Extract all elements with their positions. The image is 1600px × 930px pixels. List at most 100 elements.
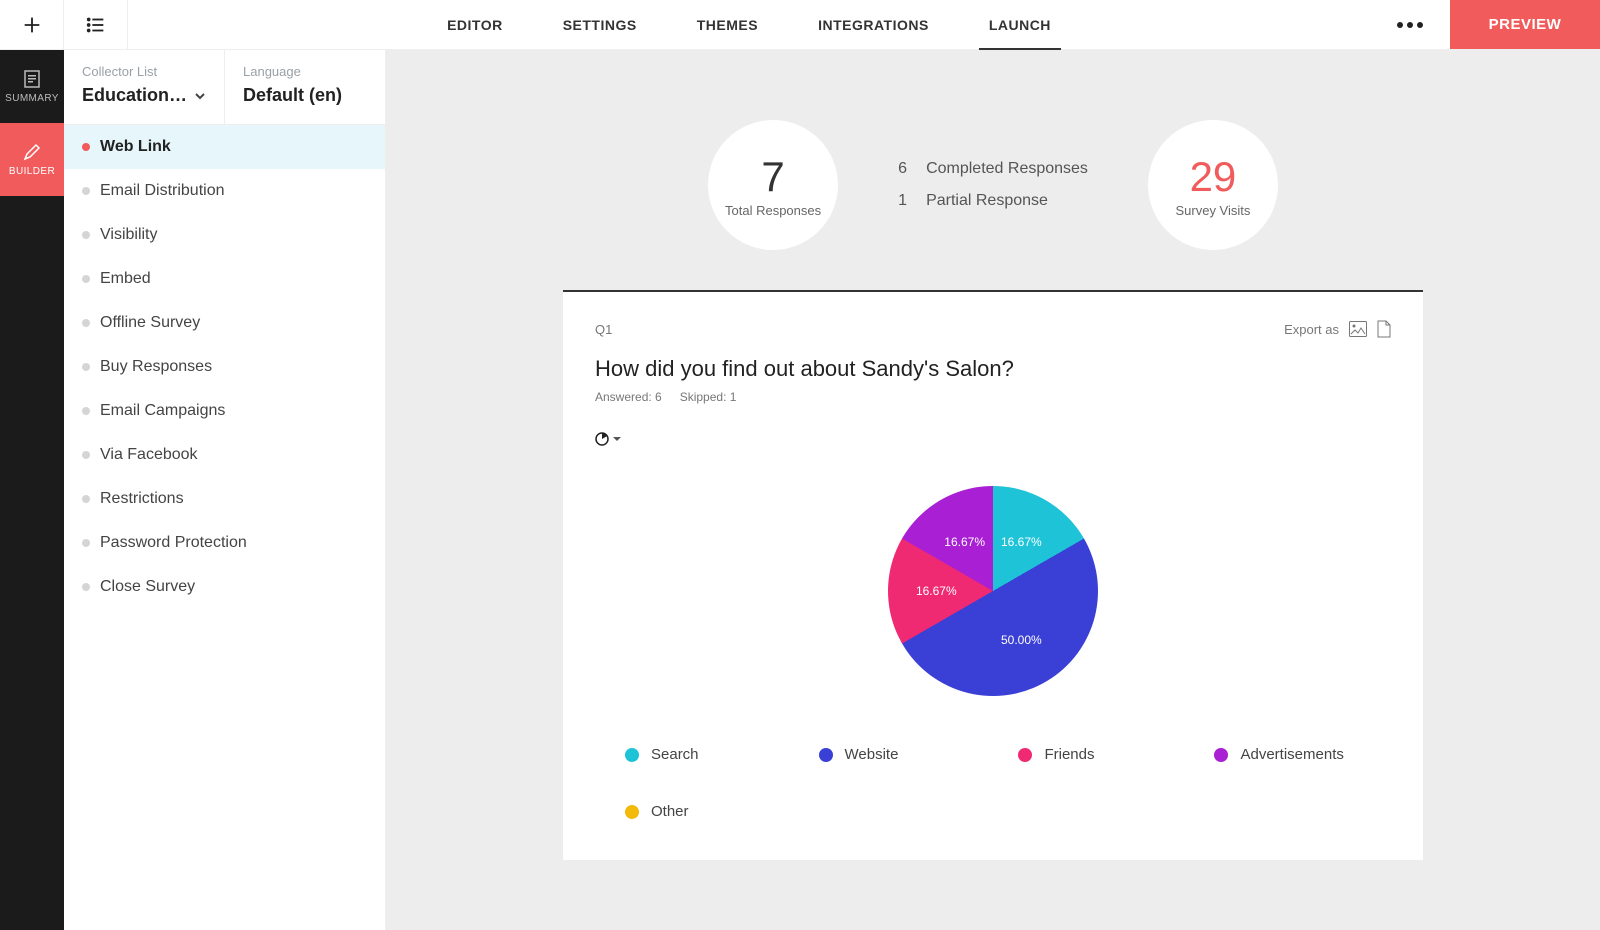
caret-down-icon — [613, 435, 621, 443]
pie-slice-label: 16.67% — [916, 584, 957, 598]
legend-item-other[interactable]: Other — [625, 803, 689, 820]
more-button[interactable] — [1370, 0, 1450, 49]
question-title: How did you find out about Sandy's Salon… — [595, 356, 1391, 382]
collector-selector[interactable]: Collector List Educational … — [64, 50, 224, 124]
preview-button[interactable]: PREVIEW — [1450, 0, 1600, 49]
document-icon — [22, 69, 42, 89]
status-dot — [82, 275, 90, 283]
sidebar-item-web-link[interactable]: Web Link — [64, 125, 385, 169]
tab-launch[interactable]: LAUNCH — [989, 0, 1051, 49]
sidebar-item-email-campaigns[interactable]: Email Campaigns — [64, 389, 385, 433]
status-dot — [82, 231, 90, 239]
legend-item-search[interactable]: Search — [625, 746, 699, 763]
status-dot — [82, 495, 90, 503]
legend-item-friends[interactable]: Friends — [1018, 746, 1094, 763]
side-list: Web Link Email Distribution Visibility Embe… — [64, 125, 385, 609]
top-nav: EDITOR SETTINGS THEMES INTEGRATIONS LAUNCH — [128, 0, 1370, 49]
tab-editor[interactable]: EDITOR — [447, 0, 503, 49]
pie-slice-label: 16.67% — [944, 535, 985, 549]
sidebar-item-label: Web Link — [100, 138, 171, 156]
total-responses-label: Total Responses — [725, 203, 821, 218]
topbar: EDITOR SETTINGS THEMES INTEGRATIONS LAUNCH P… — [0, 0, 1600, 50]
list-button[interactable] — [64, 0, 128, 49]
main: SUMMARY BUILDER Collector List Educationa… — [0, 50, 1600, 930]
sidebar-item-label: Email Campaigns — [100, 402, 225, 420]
legend-swatch — [819, 748, 833, 762]
answered-count: Answered: 6 — [595, 390, 662, 404]
rail-item-builder[interactable]: BUILDER — [0, 123, 64, 196]
visits-value: 29 — [1190, 153, 1237, 201]
left-rail: SUMMARY BUILDER — [0, 50, 64, 930]
question-id: Q1 — [595, 322, 612, 337]
status-dot — [82, 407, 90, 415]
question-card: Q1 Export as How did you find out about … — [563, 290, 1423, 860]
sidebar-item-label: Via Facebook — [100, 446, 198, 464]
status-dot — [82, 583, 90, 591]
export-label: Export as — [1284, 322, 1339, 337]
sidebar-item-buy-responses[interactable]: Buy Responses — [64, 345, 385, 389]
export-image-icon[interactable] — [1349, 321, 1367, 337]
export-controls: Export as — [1284, 320, 1391, 338]
sidebar-item-label: Visibility — [100, 226, 158, 244]
sidebar-item-close-survey[interactable]: Close Survey — [64, 565, 385, 609]
content-area: 7 Total Responses 6 Completed Responses … — [386, 50, 1600, 930]
pie-slice-label: 50.00% — [1001, 633, 1042, 647]
tab-integrations[interactable]: INTEGRATIONS — [818, 0, 929, 49]
side-panel: Collector List Educational … Language De… — [64, 50, 386, 930]
visits-label: Survey Visits — [1175, 203, 1250, 218]
rail-item-label: SUMMARY — [5, 93, 59, 104]
tab-themes[interactable]: THEMES — [697, 0, 758, 49]
total-responses-value: 7 — [761, 153, 784, 201]
legend-label: Website — [845, 746, 899, 763]
visits-stat: 29 Survey Visits — [1148, 120, 1278, 250]
list-icon — [85, 14, 107, 36]
status-dot — [82, 539, 90, 547]
status-dot — [82, 451, 90, 459]
pie-chart-wrap: 16.67%50.00%16.67%16.67% — [595, 466, 1391, 746]
stats-row: 7 Total Responses 6 Completed Responses … — [386, 50, 1600, 290]
mid-stats: 6 Completed Responses 1 Partial Response — [898, 160, 1088, 210]
legend-label: Search — [651, 746, 699, 763]
chevron-down-icon — [194, 90, 206, 102]
legend-swatch — [1214, 748, 1228, 762]
completed-value: 6 — [898, 160, 912, 178]
collector-label: Collector List — [82, 64, 206, 79]
add-button[interactable] — [0, 0, 64, 49]
legend-swatch — [1018, 748, 1032, 762]
sidebar-item-label: Password Protection — [100, 534, 247, 552]
selectors: Collector List Educational … Language De… — [64, 50, 385, 125]
legend-label: Friends — [1044, 746, 1094, 763]
sidebar-item-label: Buy Responses — [100, 358, 212, 376]
sidebar-item-password-protection[interactable]: Password Protection — [64, 521, 385, 565]
pie-icon — [595, 432, 609, 446]
sidebar-item-label: Close Survey — [100, 578, 195, 596]
sidebar-item-embed[interactable]: Embed — [64, 257, 385, 301]
completed-label: Completed Responses — [926, 160, 1088, 178]
legend-item-website[interactable]: Website — [819, 746, 899, 763]
language-value: Default (en) — [243, 85, 342, 106]
status-dot — [82, 143, 90, 151]
status-dot — [82, 187, 90, 195]
legend-label: Advertisements — [1240, 746, 1343, 763]
partial-label: Partial Response — [926, 192, 1048, 210]
tab-settings[interactable]: SETTINGS — [563, 0, 637, 49]
status-dot — [82, 319, 90, 327]
legend-item-advertisements[interactable]: Advertisements — [1214, 746, 1343, 763]
sidebar-item-restrictions[interactable]: Restrictions — [64, 477, 385, 521]
skipped-count: Skipped: 1 — [680, 390, 737, 404]
chart-type-selector[interactable] — [595, 432, 621, 446]
rail-item-summary[interactable]: SUMMARY — [0, 50, 64, 123]
language-selector[interactable]: Language Default (en) — [224, 50, 385, 124]
chart-legend: Search Website Friends Advertisements Other — [595, 746, 1391, 820]
sidebar-item-visibility[interactable]: Visibility — [64, 213, 385, 257]
sidebar-item-offline-survey[interactable]: Offline Survey — [64, 301, 385, 345]
sidebar-item-email-distribution[interactable]: Email Distribution — [64, 169, 385, 213]
legend-swatch — [625, 805, 639, 819]
sidebar-item-label: Email Distribution — [100, 182, 224, 200]
language-label: Language — [243, 64, 367, 79]
total-responses-stat: 7 Total Responses — [708, 120, 838, 250]
legend-label: Other — [651, 803, 689, 820]
collector-value: Educational … — [82, 85, 192, 106]
export-pdf-icon[interactable] — [1377, 320, 1391, 338]
sidebar-item-via-facebook[interactable]: Via Facebook — [64, 433, 385, 477]
